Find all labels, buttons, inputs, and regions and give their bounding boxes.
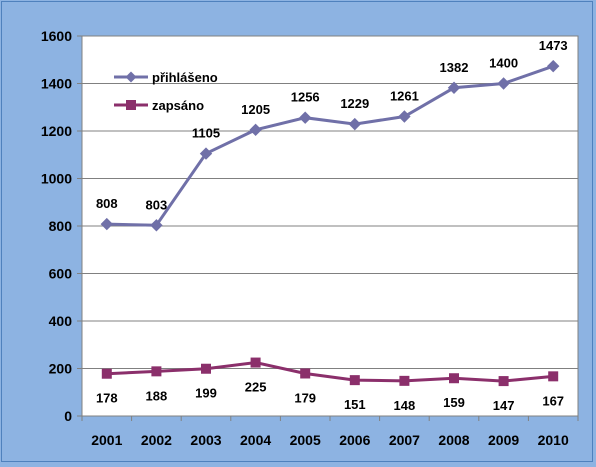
data-label: 188 [146, 388, 168, 403]
data-point-diamond [546, 59, 560, 73]
data-label: 1105 [192, 126, 220, 141]
y-tick-label: 1200 [41, 123, 72, 139]
legend: přihlášeno zapsáno [114, 70, 218, 113]
data-label: 147 [493, 398, 515, 413]
data-label: 1229 [340, 96, 369, 111]
y-tick-label: 1400 [41, 76, 72, 92]
data-point-square [548, 371, 559, 382]
data-labels: 808 803 1105 1205 1256 1229 1261 1382 1400 1473 17… [96, 38, 568, 413]
data-point-diamond [100, 217, 114, 231]
y-tick-label: 600 [49, 266, 73, 282]
x-tick-label: 2009 [488, 432, 519, 448]
x-tick-label: 2002 [141, 432, 172, 448]
data-point-diamond [298, 111, 312, 124]
y-tick-label: 0 [64, 408, 72, 424]
legend-marker-diamond [125, 71, 137, 83]
data-label: 159 [443, 395, 465, 410]
x-tick-label: 2010 [538, 432, 569, 448]
data-point-diamond [497, 77, 510, 90]
series-line [106, 64, 554, 227]
data-point-diamond [398, 110, 411, 123]
legend-label: zapsáno [152, 98, 204, 113]
x-tick-label: 2006 [339, 432, 370, 448]
series-line [106, 361, 554, 383]
data-label: 803 [146, 197, 168, 212]
data-label: 225 [245, 380, 267, 395]
data-point-square [399, 375, 410, 386]
data-label: 1400 [489, 56, 518, 71]
data-point-square [151, 366, 162, 377]
data-label: 178 [96, 391, 118, 406]
y-tick-label: 400 [49, 313, 73, 329]
data-label: 167 [542, 393, 564, 408]
x-tick-label: 2007 [389, 432, 420, 448]
y-tick-label: 1000 [41, 171, 72, 187]
data-point-diamond [249, 123, 262, 137]
data-point-diamond [199, 147, 213, 160]
x-tick-label: 2004 [240, 432, 271, 448]
data-point-square [449, 373, 459, 384]
y-tick-label: 1600 [41, 28, 72, 44]
data-point-square [250, 357, 261, 368]
data-label: 148 [394, 398, 416, 413]
data-label: 199 [195, 386, 217, 401]
x-tick-label: 2008 [438, 432, 469, 448]
x-tick-label: 2005 [290, 432, 321, 448]
x-tick-label: 2001 [91, 432, 122, 448]
x-tick-label: 2003 [190, 432, 221, 448]
data-point-square [201, 363, 211, 374]
series-layer [100, 59, 560, 387]
axes: 0 200 400 600 800 1000 1200 1400 1600 2001 2002 200… [41, 28, 579, 448]
data-label: 1256 [291, 90, 320, 105]
data-point-square [349, 375, 360, 386]
data-label: 151 [344, 397, 366, 412]
data-label: 1261 [390, 89, 419, 104]
data-label: 808 [96, 196, 118, 211]
data-point-diamond [447, 81, 461, 94]
data-point-diamond [348, 117, 362, 131]
legend-label: přihlášeno [152, 70, 218, 85]
data-label: 1473 [539, 38, 568, 53]
y-tick-label: 800 [49, 218, 73, 234]
data-point-square [498, 376, 509, 387]
data-point-diamond [150, 219, 163, 232]
data-label: 179 [294, 390, 316, 405]
data-label: 1205 [241, 102, 270, 117]
data-point-square [300, 368, 311, 379]
legend-marker-square [126, 100, 136, 110]
data-label: 1382 [440, 60, 469, 75]
data-point-square [101, 368, 112, 379]
y-tick-label: 200 [49, 361, 73, 377]
